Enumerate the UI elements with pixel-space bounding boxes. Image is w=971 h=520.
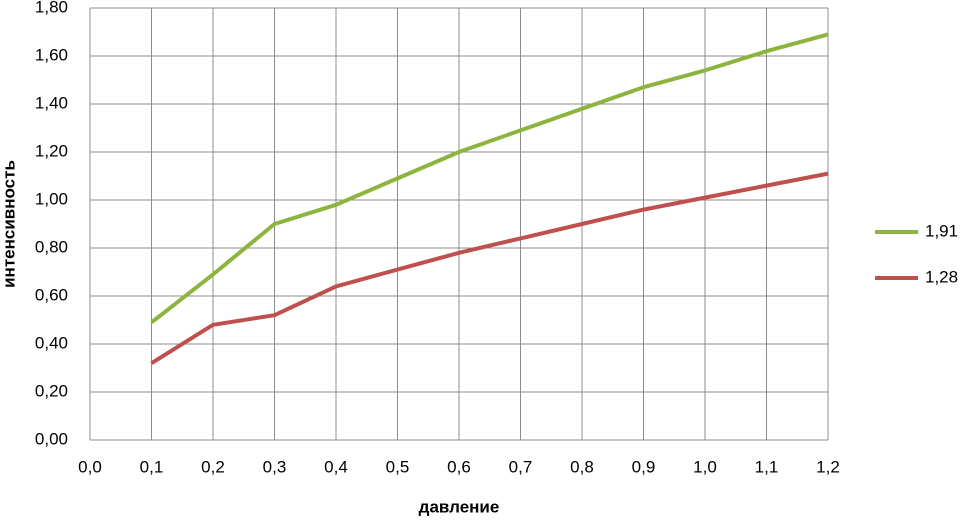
- legend-label: 1,28: [925, 267, 958, 286]
- y-tick-label: 1,40: [35, 93, 68, 112]
- x-tick-label: 0,4: [324, 457, 348, 476]
- x-tick-label: 0,5: [386, 457, 410, 476]
- x-tick-label: 0,0: [78, 457, 102, 476]
- x-axis-title: давление: [419, 497, 500, 516]
- y-tick-label: 1,60: [35, 45, 68, 64]
- y-axis-title: интенсивность: [0, 160, 18, 288]
- y-tick-label: 0,40: [35, 333, 68, 352]
- y-tick-label: 0,60: [35, 285, 68, 304]
- series-line: [150, 32, 829, 324]
- y-tick-label: 1,80: [35, 0, 68, 16]
- y-tick-label: 0,80: [35, 237, 68, 256]
- x-tick-label: 0,6: [447, 457, 471, 476]
- y-tick-label: 0,20: [35, 381, 68, 400]
- x-tick-label: 1,1: [755, 457, 779, 476]
- legend-label: 1,91: [925, 221, 958, 240]
- y-tick-label: 1,00: [35, 189, 68, 208]
- x-tick-label: 1,2: [816, 457, 840, 476]
- x-tick-label: 0,1: [140, 457, 164, 476]
- x-tick-label: 0,3: [263, 457, 287, 476]
- x-tick-label: 0,8: [570, 457, 594, 476]
- x-tick-label: 0,7: [509, 457, 533, 476]
- x-tick-label: 0,2: [201, 457, 225, 476]
- series-line: [150, 171, 829, 365]
- y-tick-label: 0,00: [35, 429, 68, 448]
- x-tick-label: 1,0: [693, 457, 717, 476]
- y-tick-label: 1,20: [35, 141, 68, 160]
- x-tick-label: 0,9: [632, 457, 656, 476]
